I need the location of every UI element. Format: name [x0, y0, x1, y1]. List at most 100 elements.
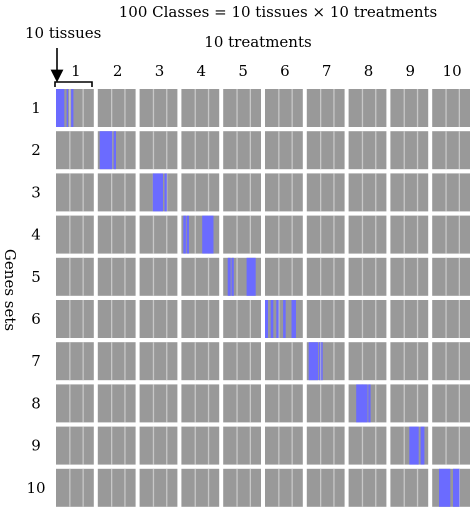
- block-separator: [403, 173, 405, 212]
- block-separator: [445, 131, 447, 170]
- block-fill: [348, 426, 387, 465]
- block-separator: [166, 342, 168, 381]
- column-label-6: 6: [280, 62, 290, 80]
- block-r9-c1: [56, 426, 94, 465]
- block-r6-c6: [265, 300, 303, 338]
- block-separator: [403, 131, 405, 170]
- block-fill: [265, 89, 303, 127]
- block-separator: [236, 426, 238, 465]
- block-separator: [333, 384, 335, 423]
- block-r3-c3: [139, 173, 178, 212]
- block-separator: [333, 131, 335, 170]
- block-r10-c3: [139, 468, 178, 507]
- block-fill: [306, 131, 345, 170]
- block-r9-c5: [223, 426, 261, 465]
- block-r4-c1: [56, 215, 94, 254]
- block-separator: [111, 342, 113, 381]
- block-separator: [194, 89, 196, 127]
- block-r9-c4: [181, 426, 220, 465]
- block-fill: [139, 342, 178, 381]
- block-separator: [207, 173, 210, 212]
- block-r2-c7: [306, 131, 345, 170]
- block-r1-c10: [432, 89, 470, 127]
- block-r6-c3: [139, 300, 178, 338]
- block-r7-c5: [223, 342, 261, 381]
- block-r1-c5: [223, 89, 261, 127]
- block-fill: [56, 131, 94, 170]
- block-fill: [139, 257, 178, 296]
- block-separator: [152, 300, 155, 338]
- block-fill: [223, 131, 261, 170]
- block-fill: [390, 215, 429, 254]
- block-separator: [320, 173, 322, 212]
- block-r8-c2: [97, 384, 136, 423]
- column-label-7: 7: [322, 62, 332, 80]
- block-r6-c9: [390, 300, 429, 338]
- block-r7-c2: [97, 342, 136, 381]
- block-separator: [361, 468, 364, 507]
- block-r8-c1: [56, 384, 94, 423]
- block-r2-c3: [139, 131, 178, 170]
- block-fill: [223, 384, 261, 423]
- block-separator: [445, 384, 447, 423]
- block-r7-c8: [348, 342, 387, 381]
- block-separator: [375, 384, 377, 423]
- block-separator: [166, 215, 168, 254]
- block-separator: [278, 384, 280, 423]
- block-fill: [390, 384, 429, 423]
- block-separator: [291, 468, 293, 507]
- block-r1-c9: [390, 89, 429, 127]
- block-separator: [194, 342, 196, 381]
- block-separator: [82, 257, 84, 296]
- block-separator: [124, 131, 126, 170]
- block-fill: [181, 342, 220, 381]
- block-r5-c8: [348, 257, 387, 296]
- block-fill: [139, 426, 178, 465]
- highlight-stripe: [439, 468, 451, 507]
- highlight-stripe: [453, 468, 460, 507]
- block-r5-c1: [56, 257, 94, 296]
- block-r6-c2: [97, 300, 136, 338]
- block-separator: [207, 131, 210, 170]
- block-separator: [278, 468, 280, 507]
- block-separator: [249, 426, 251, 465]
- block-fill: [181, 300, 220, 338]
- block-separator: [320, 468, 322, 507]
- row-label-4: 4: [31, 226, 41, 244]
- block-r10-c4: [181, 468, 220, 507]
- highlight-stripe: [66, 89, 69, 127]
- block-r5-c10: [432, 257, 470, 296]
- block-r8-c7: [306, 384, 345, 423]
- block-separator: [458, 131, 460, 170]
- block-r9-c9: [390, 426, 429, 465]
- block-fill: [265, 173, 303, 212]
- block-separator: [333, 215, 335, 254]
- block-separator: [124, 426, 126, 465]
- block-separator: [111, 215, 113, 254]
- highlight-stripe: [231, 257, 234, 296]
- block-r3-c5: [223, 173, 261, 212]
- block-r8-c10: [432, 384, 470, 423]
- block-separator: [320, 384, 322, 423]
- block-r3-c4: [181, 173, 220, 212]
- block-separator: [249, 215, 251, 254]
- block-separator: [207, 342, 210, 381]
- block-fill: [139, 300, 178, 338]
- block-separator: [82, 384, 84, 423]
- column-label-1: 1: [71, 62, 81, 80]
- block-separator: [69, 215, 71, 254]
- block-r6-c8: [348, 300, 387, 338]
- block-separator: [69, 468, 71, 507]
- block-fill: [306, 215, 345, 254]
- block-r2-c6: [265, 131, 303, 170]
- block-r6-c7: [306, 300, 345, 338]
- block-separator: [458, 215, 460, 254]
- block-separator: [416, 468, 419, 507]
- block-r3-c1: [56, 173, 94, 212]
- block-separator: [458, 300, 460, 338]
- highlight-stripe: [246, 257, 256, 296]
- block-fill: [56, 300, 94, 338]
- block-fill: [432, 342, 470, 381]
- block-separator: [207, 300, 210, 338]
- block-separator: [320, 215, 322, 254]
